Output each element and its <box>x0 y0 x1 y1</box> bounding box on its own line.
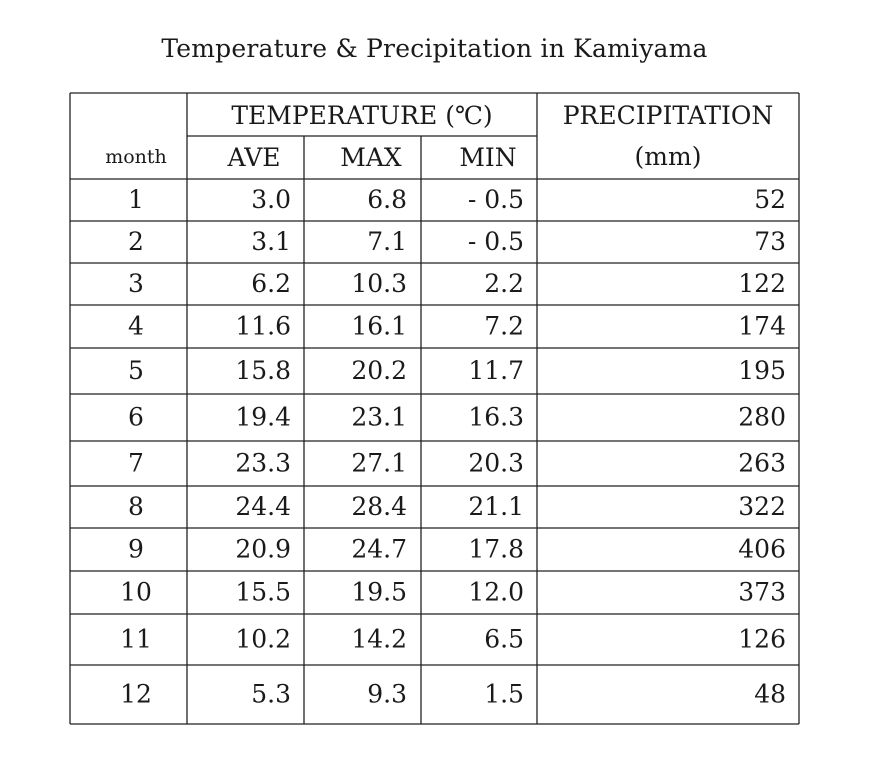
header-month: month <box>105 146 167 168</box>
cell-month: 10 <box>120 578 152 607</box>
cell-min: 12.0 <box>468 578 524 607</box>
cell-ave: 10.2 <box>235 625 291 654</box>
cell-ave: 20.9 <box>235 535 291 564</box>
cell-ave: 3.1 <box>251 227 291 256</box>
cell-precipitation: 373 <box>738 578 786 607</box>
cell-month: 8 <box>128 492 144 521</box>
cell-min: 11.7 <box>468 356 524 385</box>
cell-max: 19.5 <box>351 578 407 607</box>
chart-title: Temperature & Precipitation in Kamiyama <box>161 34 708 63</box>
cell-max: 14.2 <box>351 625 407 654</box>
cell-precipitation: 174 <box>738 312 786 341</box>
cell-min: 16.3 <box>468 403 524 432</box>
cell-precipitation: 195 <box>738 356 786 385</box>
cell-max: 27.1 <box>351 449 407 478</box>
cell-max: 23.1 <box>351 403 407 432</box>
cell-precipitation: 406 <box>738 535 786 564</box>
cell-min: - 0.5 <box>468 185 524 214</box>
cell-max: 10.3 <box>351 269 407 298</box>
cell-month: 5 <box>128 356 144 385</box>
cell-precipitation: 73 <box>754 227 786 256</box>
table-grid <box>69 92 800 725</box>
cell-precipitation: 263 <box>738 449 786 478</box>
cell-ave: 6.2 <box>251 269 291 298</box>
cell-precipitation: 122 <box>738 269 786 298</box>
cell-ave: 15.5 <box>235 578 291 607</box>
cell-max: 28.4 <box>351 492 407 521</box>
header-precipitation: PRECIPITATION <box>563 101 774 130</box>
cell-min: 2.2 <box>484 269 524 298</box>
cell-ave: 19.4 <box>235 403 291 432</box>
header-temperature: TEMPERATURE (℃) <box>231 101 492 130</box>
cell-ave: 23.3 <box>235 449 291 478</box>
cell-max: 16.1 <box>351 312 407 341</box>
cell-max: 9.3 <box>367 680 407 709</box>
header-min: MIN <box>459 143 516 172</box>
cell-precipitation: 322 <box>738 492 786 521</box>
cell-month: 12 <box>120 680 152 709</box>
cell-month: 6 <box>128 403 144 432</box>
cell-month: 11 <box>120 625 152 654</box>
cell-month: 7 <box>128 449 144 478</box>
cell-max: 20.2 <box>351 356 407 385</box>
cell-min: - 0.5 <box>468 227 524 256</box>
cell-min: 20.3 <box>468 449 524 478</box>
cell-month: 4 <box>128 312 144 341</box>
cell-precipitation: 52 <box>754 185 786 214</box>
cell-month: 1 <box>128 185 144 214</box>
cell-ave: 24.4 <box>235 492 291 521</box>
cell-ave: 11.6 <box>235 312 291 341</box>
table-cells: 1 3.0 6.8- 0.5 522 3.1 7.1- 0.5 733 6.2 10.3 2.2 1… <box>120 185 786 709</box>
cell-max: 6.8 <box>367 185 407 214</box>
header-ave: AVE <box>226 143 280 172</box>
cell-precipitation: 48 <box>754 680 786 709</box>
cell-month: 2 <box>128 227 144 256</box>
cell-precipitation: 280 <box>738 403 786 432</box>
cell-min: 1.5 <box>484 680 524 709</box>
cell-min: 7.2 <box>484 312 524 341</box>
cell-min: 6.5 <box>484 625 524 654</box>
cell-min: 21.1 <box>468 492 524 521</box>
header-max: MAX <box>340 143 402 172</box>
cell-month: 9 <box>128 535 144 564</box>
cell-month: 3 <box>128 269 144 298</box>
header-precipitation-unit: (mm) <box>635 142 702 171</box>
cell-ave: 3.0 <box>251 185 291 214</box>
cell-ave: 5.3 <box>251 680 291 709</box>
cell-precipitation: 126 <box>738 625 786 654</box>
cell-max: 7.1 <box>367 227 407 256</box>
cell-max: 24.7 <box>351 535 407 564</box>
cell-min: 17.8 <box>468 535 524 564</box>
cell-ave: 15.8 <box>235 356 291 385</box>
